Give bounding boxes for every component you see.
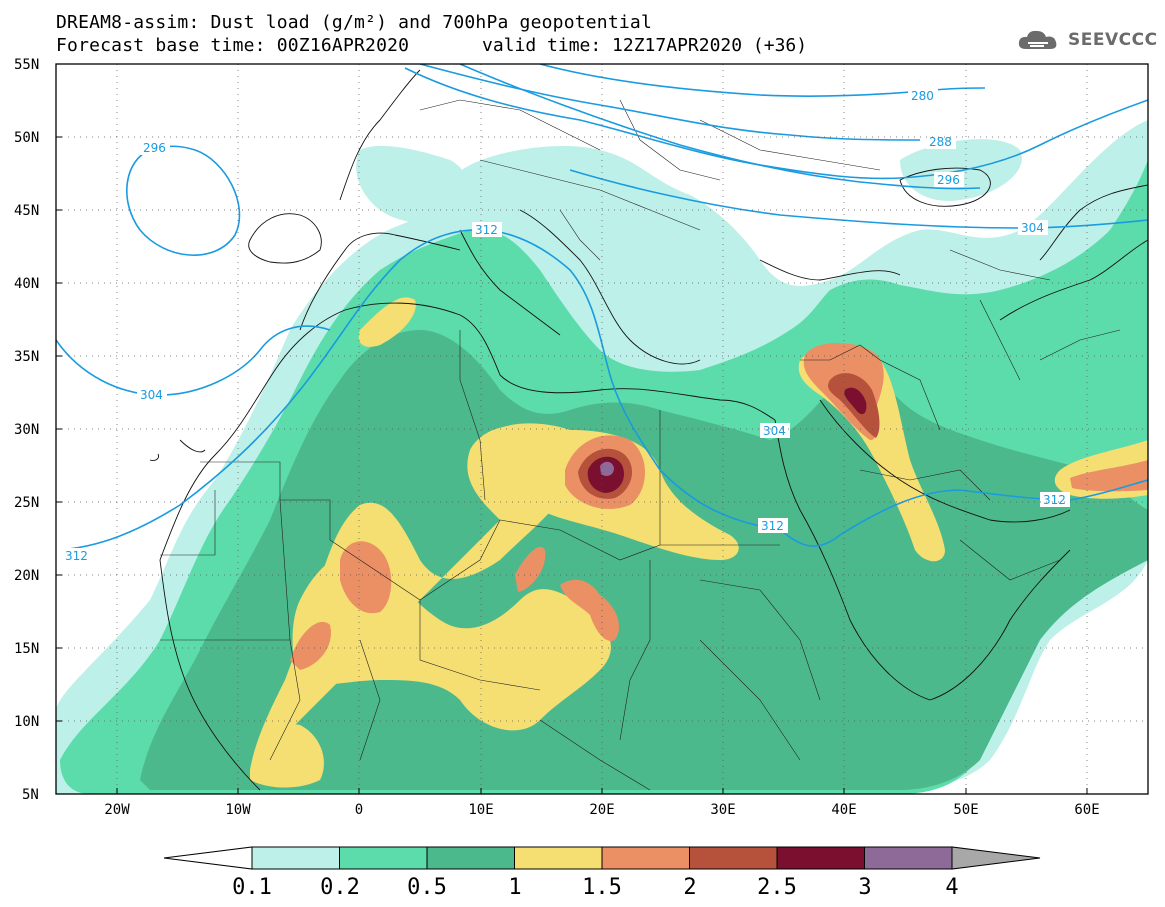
contour-label: 288 (929, 135, 952, 149)
forecast-base-time: Forecast base time: 00Z16APR2020 (56, 35, 410, 56)
colorbar-label: 0.5 (407, 875, 447, 900)
colorbar-label: 0.1 (232, 875, 272, 900)
lon-label: 0 (355, 802, 363, 818)
lon-label: 60E (1074, 802, 1099, 818)
dust-fields: 296 304 312 280 288 296 304 312 304 312 … (56, 64, 1148, 794)
latitude-labels: 55N 50N 45N 40N 35N 30N 25N 20N 15N 10N … (14, 57, 39, 803)
colorbar-box (339, 846, 428, 870)
lon-label: 20W (104, 802, 130, 818)
dust-level-1.5-mali (340, 541, 392, 614)
seevccc-logo: SEEVCCC (1016, 26, 1158, 54)
lat-label: 5N (22, 787, 39, 803)
lon-label: 10W (225, 802, 251, 818)
lon-label: 10E (468, 802, 493, 818)
dust-level-0.1-europe (356, 145, 471, 224)
lat-label: 20N (14, 568, 39, 584)
graticule (56, 64, 1148, 794)
lat-label: 50N (14, 130, 39, 146)
lat-label: 35N (14, 349, 39, 365)
lat-label: 40N (14, 276, 39, 292)
colorbar-box (514, 846, 603, 870)
colorbar-box (776, 846, 865, 870)
contour-label: 312 (1043, 493, 1066, 507)
chart-title: DREAM8-assim: Dust load (g/m²) and 700hP… (56, 12, 652, 33)
geopotential-contours (56, 64, 1148, 551)
country-borders (160, 99, 1121, 791)
colorbar-box (864, 846, 953, 870)
colorbar-boxes (251, 846, 953, 870)
colorbar: 0.1 0.2 0.5 1 1.5 2 2.5 3 4 (163, 846, 1041, 900)
contour-label: 304 (140, 388, 163, 402)
lat-label: 10N (14, 714, 39, 730)
coastlines (149, 69, 1148, 791)
contour-label: 296 (937, 173, 960, 187)
colorbar-box (689, 846, 778, 870)
lat-label: 15N (14, 641, 39, 657)
colorbar-label: 0.2 (320, 875, 360, 900)
colorbar-under-arrow (163, 846, 253, 870)
colorbar-label: 4 (945, 875, 958, 900)
cloud-icon (1018, 30, 1057, 49)
colorbar-box (251, 846, 340, 870)
colorbar-box (601, 846, 690, 870)
lon-label: 30E (710, 802, 735, 818)
lat-label: 25N (14, 495, 39, 511)
contour-label: 304 (1021, 221, 1044, 235)
contour-label: 312 (761, 519, 784, 533)
dust-level-1.5-chad (560, 579, 620, 641)
axis-ticks (56, 63, 1088, 795)
dust-level-1-atlas (358, 297, 416, 347)
dust-level-3-libya (600, 461, 614, 476)
dust-level-1-westafrica (250, 724, 324, 788)
contour-label: 312 (65, 549, 88, 563)
colorbar-box (426, 846, 515, 870)
contour-labels: 296 304 312 280 288 296 304 312 304 312 … (56, 88, 1070, 563)
colorbar-label: 1.5 (582, 875, 622, 900)
colorbar-label: 2 (683, 875, 696, 900)
dust-level-1.5-niger (515, 546, 546, 592)
lon-label: 50E (953, 802, 978, 818)
colorbar-label: 2.5 (757, 875, 797, 900)
contour-label: 296 (143, 141, 166, 155)
colorbar-label: 1 (508, 875, 521, 900)
dust-level-2.5-iraq (844, 387, 867, 415)
contour-label: 312 (475, 223, 498, 237)
longitude-labels: 20W 10W 0 10E 20E 30E 40E 50E 60E (104, 802, 1099, 818)
colorbar-labels: 0.1 0.2 0.5 1 1.5 2 2.5 3 4 (232, 875, 959, 900)
dust-level-1.5-mauritania (290, 621, 331, 670)
contour-label: 280 (911, 89, 934, 103)
lat-label: 30N (14, 422, 39, 438)
lon-label: 20E (589, 802, 614, 818)
dust-level-1.5-arabia (1070, 460, 1148, 492)
contour-label: 304 (763, 424, 786, 438)
colorbar-label: 3 (858, 875, 871, 900)
lat-label: 55N (14, 57, 39, 73)
valid-time: valid time: 12Z17APR2020 (+36) (482, 35, 808, 56)
lon-label: 40E (831, 802, 856, 818)
logo-text: SEEVCCC (1068, 30, 1158, 50)
lat-label: 45N (14, 203, 39, 219)
colorbar-over-arrow (951, 846, 1041, 870)
